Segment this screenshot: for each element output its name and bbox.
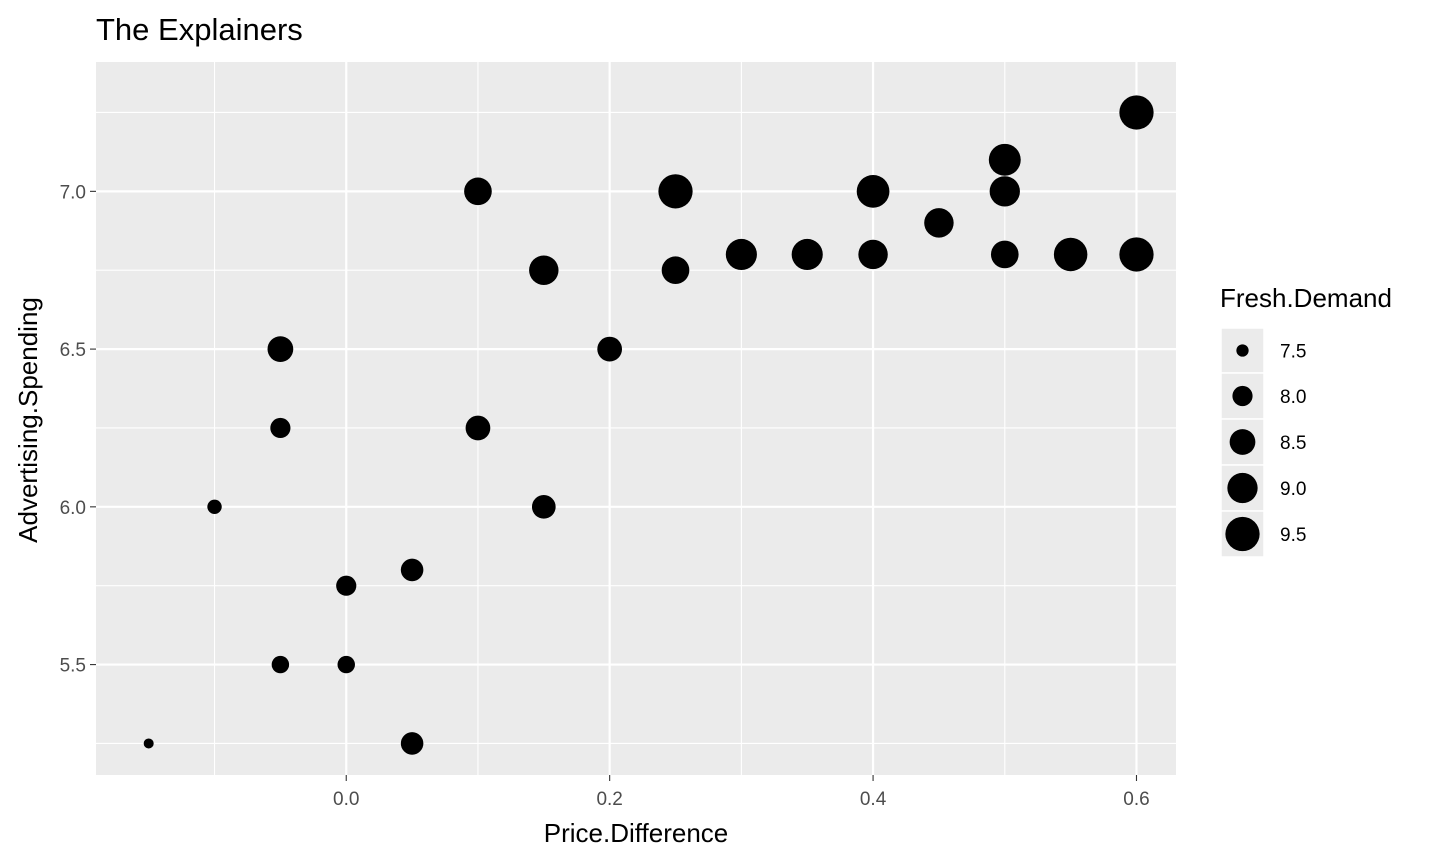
data-point (270, 417, 291, 439)
legend-label: 7.5 (1280, 342, 1306, 363)
legend-key-point (1225, 516, 1260, 552)
y-axis-title: Advertising.Spending (13, 297, 43, 543)
data-point (1053, 237, 1088, 272)
legend-key-point (1236, 344, 1249, 357)
legend-key-point (1232, 385, 1253, 407)
data-point (597, 336, 623, 362)
legend-label: 9.5 (1280, 525, 1306, 546)
data-point (336, 575, 357, 596)
data-point (658, 174, 693, 209)
data-point (988, 143, 1021, 176)
data-point (271, 655, 290, 674)
y-tick-label: 6.0 (60, 498, 86, 519)
data-point (1119, 237, 1154, 272)
data-point (529, 255, 559, 285)
data-point (725, 238, 757, 271)
legend-key-point (1227, 472, 1258, 504)
data-point (924, 208, 954, 238)
data-point (1119, 95, 1154, 130)
data-point (400, 732, 424, 755)
x-tick-label: 0.6 (1123, 789, 1149, 810)
legend-label: 8.5 (1280, 433, 1306, 454)
y-axis: 5.5 6.0 6.5 7.0 (60, 182, 96, 677)
legend-label: 8.0 (1280, 387, 1306, 408)
data-point (464, 177, 492, 206)
x-tick-label: 0.0 (333, 789, 359, 810)
data-point (791, 238, 823, 271)
data-point (465, 415, 491, 441)
data-points (143, 95, 1154, 755)
y-tick-label: 6.5 (60, 340, 86, 361)
x-tick-label: 0.4 (860, 789, 887, 810)
y-tick-label: 7.0 (60, 182, 86, 203)
legend-key-point (1229, 429, 1256, 455)
data-point (856, 174, 890, 208)
x-axis: 0.0 0.2 0.4 0.6 (333, 775, 1150, 810)
legend-label: 9.0 (1280, 479, 1306, 500)
data-point (337, 655, 355, 674)
data-point (400, 558, 424, 582)
data-point (661, 256, 690, 285)
data-point (990, 240, 1019, 269)
legend: Fresh.Demand 7.5 8.0 8.5 9.0 9.5 (1220, 283, 1392, 558)
y-tick-label: 5.5 (60, 656, 86, 677)
data-point (989, 176, 1020, 207)
x-axis-title: Price.Difference (544, 818, 729, 848)
data-point (207, 499, 222, 515)
data-point (858, 239, 888, 270)
x-tick-label: 0.2 (596, 789, 622, 810)
legend-title: Fresh.Demand (1220, 283, 1392, 313)
chart-title: The Explainers (96, 12, 303, 47)
data-point (531, 495, 556, 519)
data-point (143, 738, 154, 749)
data-point (267, 336, 294, 362)
